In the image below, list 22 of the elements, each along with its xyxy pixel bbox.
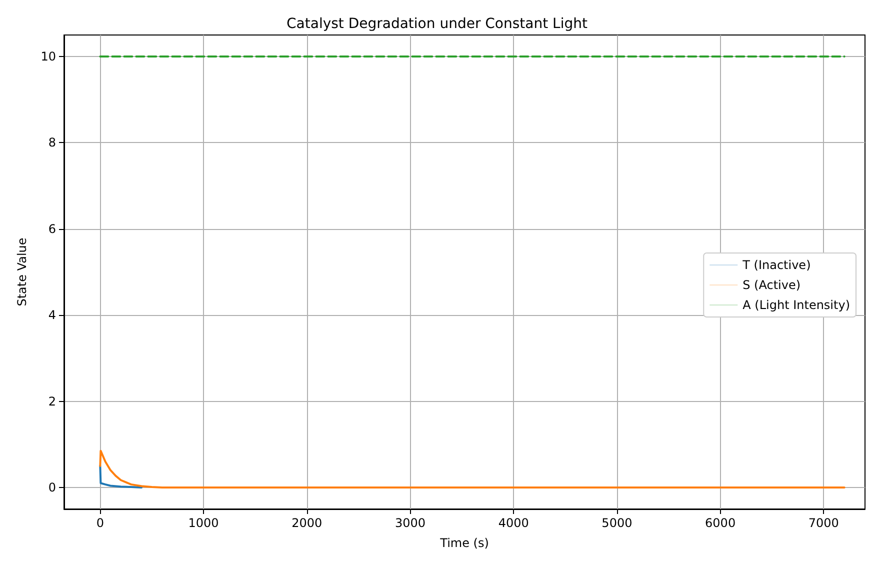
y-tick-label: 10	[40, 50, 56, 64]
chart-title: Catalyst Degradation under Constant Light	[286, 16, 588, 32]
x-tick-label: 6000	[705, 516, 736, 530]
x-tick-label: 0	[96, 516, 104, 530]
legend-label: S (Active)	[742, 278, 801, 292]
x-tick-label: 7000	[808, 516, 839, 530]
x-axis-title: Time (s)	[439, 536, 489, 550]
x-tick-label: 3000	[394, 516, 426, 530]
x-tick-label: 4000	[498, 516, 529, 530]
y-tick-label: 4	[48, 308, 56, 322]
line-series	[99, 450, 846, 488]
y-tick-label: 6	[48, 222, 56, 236]
legend-label: T (Inactive)	[742, 258, 811, 272]
legend-label: A (Light Intensity)	[742, 298, 850, 312]
y-tick-label: 8	[48, 136, 56, 150]
y-axis-title: State Value	[15, 238, 29, 306]
x-tick-label: 5000	[602, 516, 632, 530]
line-series	[99, 464, 143, 488]
x-tick-label: 1000	[188, 516, 219, 530]
y-tick-label: 2	[48, 394, 56, 408]
y-tick-label: 0	[48, 480, 56, 494]
x-tick-label: 2000	[292, 516, 322, 530]
